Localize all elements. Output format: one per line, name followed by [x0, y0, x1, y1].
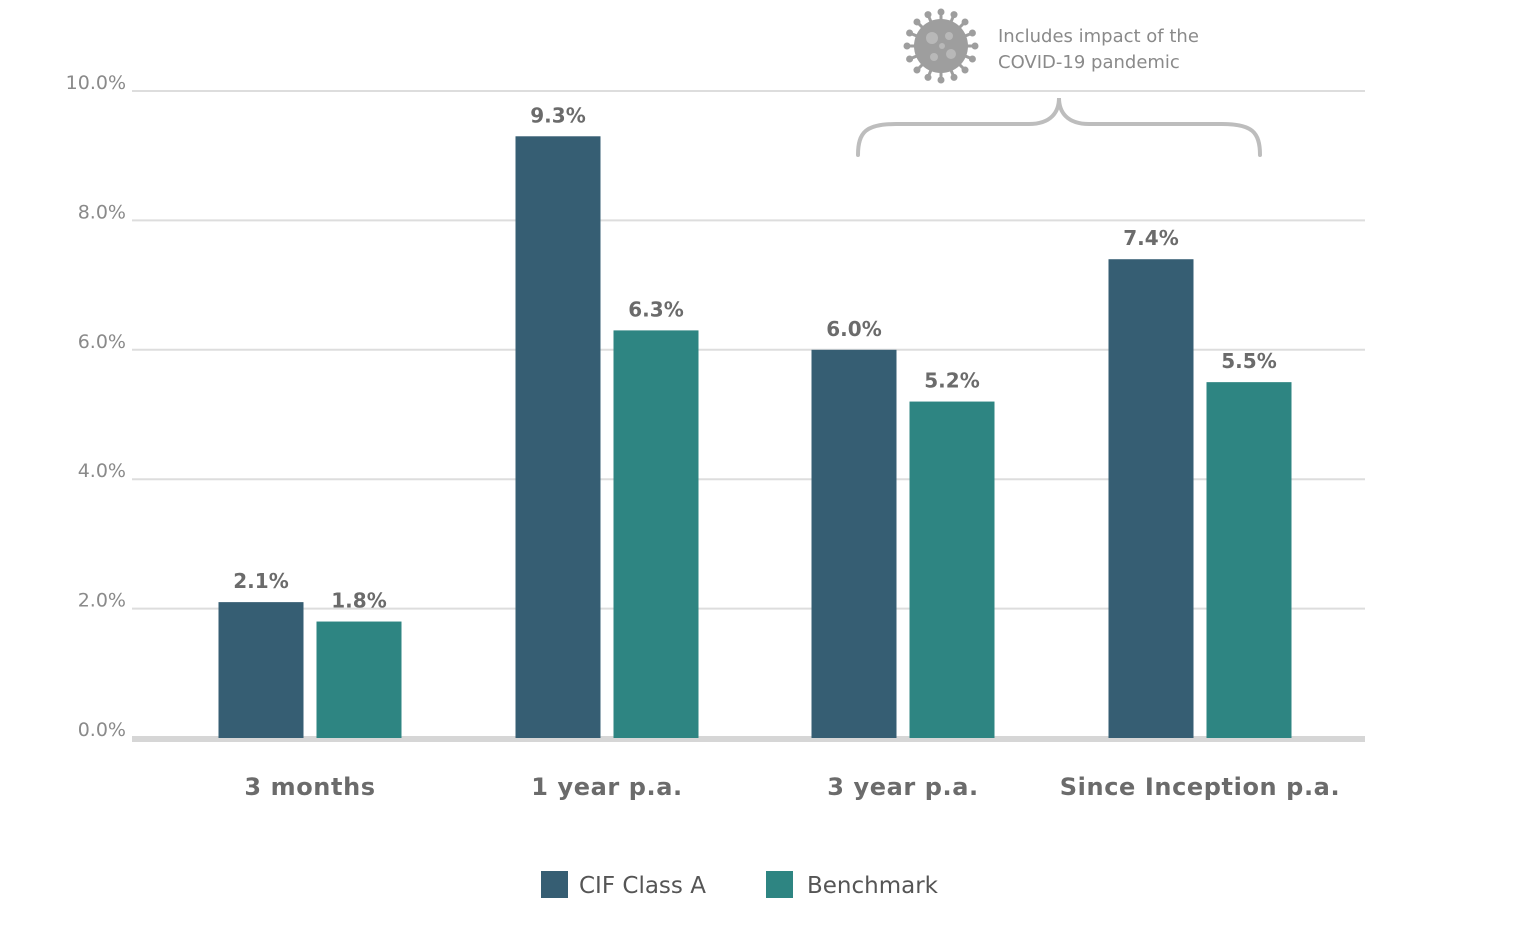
legend-label: CIF Class A — [579, 873, 706, 899]
x-tick-label: Since Inception p.a. — [1060, 773, 1340, 801]
bar-benchmark — [316, 621, 402, 738]
bar-cif-class-a — [811, 349, 897, 738]
data-label: 5.2% — [924, 369, 979, 393]
y-tick-label: 4.0% — [78, 460, 126, 482]
bar-benchmark — [1206, 382, 1292, 738]
data-label: 7.4% — [1123, 226, 1178, 250]
legend: CIF Class A Benchmark — [541, 871, 939, 899]
x-tick-label: 3 year p.a. — [827, 773, 979, 801]
data-label: 6.3% — [628, 297, 683, 321]
bar-benchmark — [909, 401, 995, 738]
bar-cif-class-a — [1108, 259, 1194, 738]
data-labels: 2.1% 1.8% 9.3% 6.3% 6.0% 5.2% 7.4% 5.5% — [233, 103, 1276, 612]
x-tick-label: 3 months — [244, 773, 375, 801]
bar-cif-class-a — [218, 602, 304, 738]
covid-annotation: Includes impact of the COVID-19 pandemic — [856, 8, 1262, 157]
y-tick-label: 10.0% — [66, 72, 126, 94]
legend-item-benchmark: Benchmark — [766, 871, 939, 899]
x-axis-categories: 3 months 1 year p.a. 3 year p.a. Since Ince… — [244, 773, 1340, 801]
legend-swatch — [766, 871, 793, 898]
y-tick-label: 0.0% — [78, 719, 126, 741]
bar-cif-class-a — [515, 136, 601, 739]
legend-swatch — [541, 871, 568, 898]
data-label: 1.8% — [331, 589, 386, 613]
annotation-text: COVID-19 pandemic — [998, 52, 1180, 73]
y-axis: 0.0% 2.0% 4.0% 6.0% 8.0% 10.0% — [66, 72, 1365, 742]
curly-brace — [856, 97, 1262, 157]
data-label: 6.0% — [826, 317, 881, 341]
data-label: 9.3% — [530, 103, 585, 127]
x-tick-label: 1 year p.a. — [531, 773, 683, 801]
annotation-text: Includes impact of the — [998, 26, 1199, 47]
y-tick-label: 2.0% — [78, 590, 126, 612]
legend-item-cif-class-a: CIF Class A — [541, 871, 706, 899]
y-tick-label: 8.0% — [78, 201, 126, 223]
bar-benchmark — [613, 330, 699, 738]
virus-icon — [903, 8, 979, 84]
legend-label: Benchmark — [807, 873, 939, 899]
y-tick-label: 6.0% — [78, 331, 126, 353]
bars-layer — [218, 136, 1292, 739]
data-label: 5.5% — [1221, 349, 1276, 373]
data-label: 2.1% — [233, 569, 288, 593]
